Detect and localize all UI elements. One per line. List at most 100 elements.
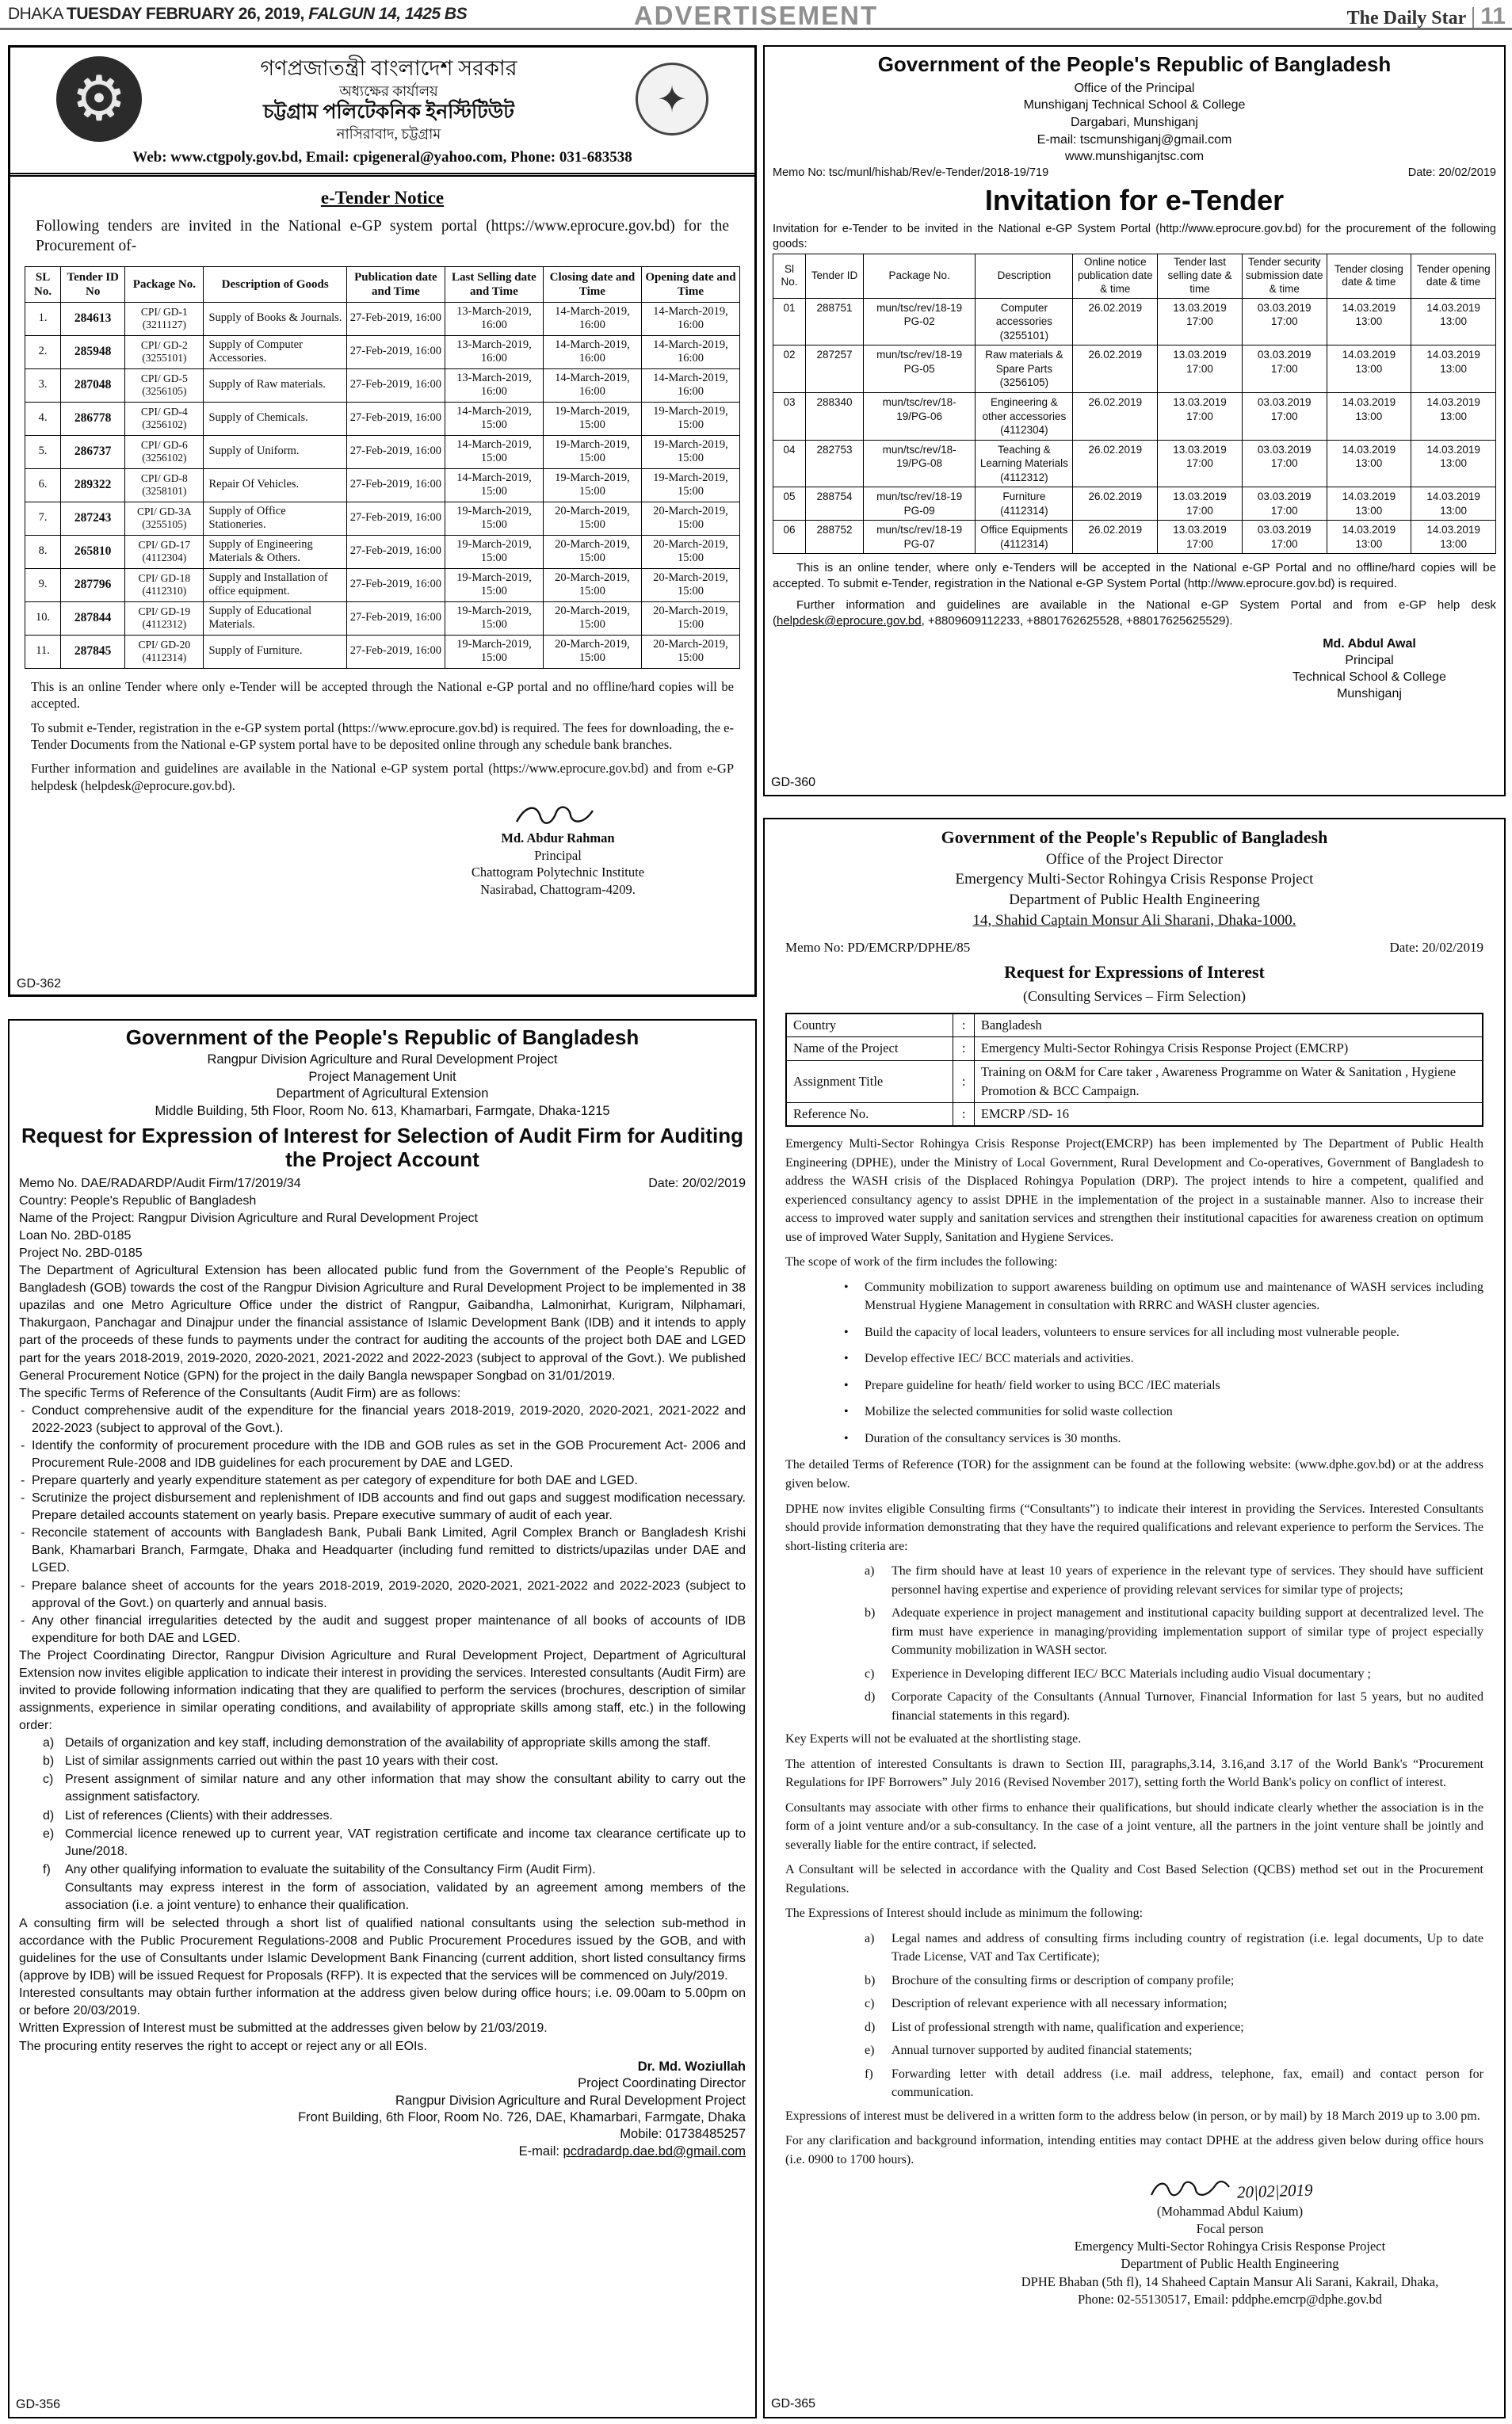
item-letter: b) (865, 1973, 876, 1987)
scope-item: Prepare guideline for heath/ field worke… (838, 1376, 1483, 1395)
cell-security-submission-date: 03.03.2019 17:00 (1241, 520, 1327, 555)
package-code: CPI/ GD-8 (140, 471, 188, 484)
spacer (43, 1880, 65, 1914)
cell-last-selling-date: 13.03.2019 17:00 (1157, 345, 1243, 393)
table-row: 7. 287243 CPI/ GD-3A (3255105) Supply of … (24, 501, 741, 536)
cell-sl: 8. (24, 534, 62, 569)
cell-opening-date: 20-March-2019, 15:00 (640, 501, 741, 536)
requirement-item: f) Any other qualifying information to e… (19, 1861, 746, 1879)
column-header: Package No. (124, 265, 204, 303)
letterhead-address: 14, Shahid Captain Monsur Ali Sharani, D… (972, 911, 1296, 929)
cell-last-selling-date: 13.03.2019 17:00 (1157, 439, 1243, 488)
item-letter: f) (865, 2067, 873, 2081)
cell-description: Supply of Office Stationeries. (203, 501, 347, 536)
cell-package: CPI/ GD-8 (3258101) (124, 468, 204, 502)
notice-title: e-Tender Notice (320, 188, 445, 208)
eoi-item: e) Annual turnover supported by audited … (785, 2041, 1483, 2060)
tor-item: Any other financial irregularities detec… (19, 1613, 746, 1647)
cell-tender-id: 285948 (60, 334, 126, 369)
letterhead-line: Middle Building, 5th Floor, Room No. 613… (155, 1103, 610, 1118)
letterhead-line: Department of Public Health Engineering (1009, 891, 1260, 908)
column-header: Description of Goods (203, 265, 347, 303)
scope-item: Mobilize the selected communities for so… (838, 1403, 1483, 1422)
note-text: Further information and guidelines are a… (773, 598, 1496, 628)
cell-publication-date: 27-Feb-2019, 16:00 (346, 601, 445, 636)
table-row: 3. 287048 CPI/ GD-5 (3256105) Supply of R… (24, 368, 741, 403)
cell-last-selling-date: 13.03.2019 17:00 (1157, 520, 1243, 555)
cell-opening-date: 19-March-2019, 15:00 (640, 434, 741, 469)
cell-closing-date: 14-March-2019, 16:00 (542, 301, 642, 336)
cell-tender-id: 287257 (805, 345, 864, 393)
cell-last-selling-date: 19-March-2019, 15:00 (444, 534, 544, 569)
requirement-item: b) List of similar assignments carried o… (19, 1753, 746, 1770)
dateline-date: TUESDAY FEBRUARY 26, 2019, (67, 5, 304, 23)
package-code: CPI/ GD-5 (140, 372, 188, 384)
package-number: (3255105) (142, 518, 187, 531)
cell-last-selling-date: 19-March-2019, 15:00 (444, 601, 544, 636)
signer-name: Dr. Md. Woziullah (637, 2059, 746, 2074)
signature-line: 20|02|2019 (976, 2176, 1483, 2203)
item-text: Legal names and address of consulting fi… (892, 1931, 1483, 1964)
eoi-item: f) Forwarding letter with detail address… (785, 2065, 1483, 2102)
table-row: 05 288754 mun/tsc/rev/18-19 PG-09 Furnit… (772, 487, 1496, 521)
cell-description: Repair Of Vehicles. (203, 468, 347, 502)
signature-block: Md. Abdur Rahman Principal Chattogram Po… (419, 801, 697, 898)
dphe-letterhead: Office of the Project Director Emergency… (785, 849, 1483, 910)
package-number: (3256105) (142, 385, 187, 398)
cell-publication-date: 27-Feb-2019, 16:00 (346, 634, 445, 669)
meta-line: Loan No. 2BD-0185 (19, 1228, 132, 1243)
divider (10, 173, 754, 177)
item-text: Adequate experience in project managemen… (892, 1606, 1483, 1658)
signature-scribble (1151, 2180, 1231, 2196)
table-row: 5. 286737 CPI/ GD-6 (3256102) Supply of U… (24, 434, 741, 469)
item-letter: b) (43, 1754, 55, 1769)
package-code: CPI/ GD-20 (138, 638, 191, 651)
signer-role: Principal (534, 847, 582, 863)
cell-sl: 2. (24, 334, 62, 369)
info-row: Country : Bangladesh (785, 1013, 1483, 1038)
cell-sl: 01 (772, 297, 807, 346)
table-row: 2. 285948 CPI/ GD-2 (3255101) Supply of C… (24, 334, 741, 369)
tender-id: 287243 (74, 510, 112, 525)
item-letter: c) (865, 1997, 875, 2011)
item-letter: e) (865, 2044, 875, 2058)
note-paragraph: Further information and guidelines are a… (31, 761, 734, 793)
cell-opening-date: 14.03.2019 13:00 (1411, 520, 1496, 555)
masthead-title: The Daily Star (1346, 8, 1467, 29)
cell-tender-id: 282753 (805, 439, 864, 488)
cell-closing-date: 14-March-2019, 16:00 (542, 334, 642, 369)
tender-id: 286737 (74, 444, 112, 458)
requirement-item: a) Details of organization and key staff… (19, 1735, 746, 1752)
tender-id: 286778 (74, 410, 112, 425)
notice-title: Invitation for e-Tender (984, 183, 1285, 216)
note-paragraph: This is an online Tender where only e-Te… (31, 678, 734, 712)
cell-description: Supply of Raw materials. (203, 368, 347, 403)
item-text: List of references (Clients) with their … (65, 1808, 333, 1823)
requirement-item: d) List of references (Clients) with the… (19, 1808, 746, 1825)
eoi-list: a) Legal names and address of consulting… (785, 1930, 1483, 2102)
scope-list: Community mobilization to support awaren… (838, 1278, 1483, 1449)
package-number: (4112312) (142, 618, 187, 631)
cell-publication-date: 27-Feb-2019, 16:00 (346, 534, 445, 569)
cell-opening-date: 14-March-2019, 16:00 (640, 368, 741, 403)
cell-opening-date: 14.03.2019 13:00 (1411, 392, 1496, 441)
cell-closing-date: 20-March-2019, 15:00 (542, 634, 642, 669)
memo-number: Memo No: tsc/munl/hishab/Rev/e-Tender/20… (773, 166, 1049, 179)
cell-publication-date: 27-Feb-2019, 16:00 (346, 567, 445, 602)
letterhead-line: Munshiganj Technical School & College (1023, 98, 1246, 113)
gov-line: Government of the People's Republic of B… (125, 1025, 640, 1049)
cell-description: Computer accessories (3255101) (975, 297, 1074, 346)
signer-role: Focal person (1196, 2220, 1264, 2236)
tor-intro: The specific Terms of Reference of the C… (19, 1386, 461, 1400)
info-value: Emergency Multi-Sector Rohingya Crisis R… (973, 1036, 1483, 1061)
notice-date: Date: 20/02/2019 (648, 1176, 746, 1190)
cell-description: Supply of Educational Materials. (203, 601, 347, 636)
package-number: (3255101) (142, 352, 187, 365)
package-code: CPI/ GD-3A (137, 505, 192, 517)
signature-block: 20|02|2019 (Mohammad Abdul Kaium) Focal … (976, 2176, 1483, 2309)
tender-id: 284613 (74, 311, 112, 325)
column-header: Tender closing date & time (1326, 254, 1412, 299)
cell-publication-date: 26.02.2019 (1072, 345, 1159, 393)
item-text: Corporate Capacity of the Consultants (A… (892, 1690, 1483, 1723)
tender-id: 289322 (74, 477, 112, 491)
